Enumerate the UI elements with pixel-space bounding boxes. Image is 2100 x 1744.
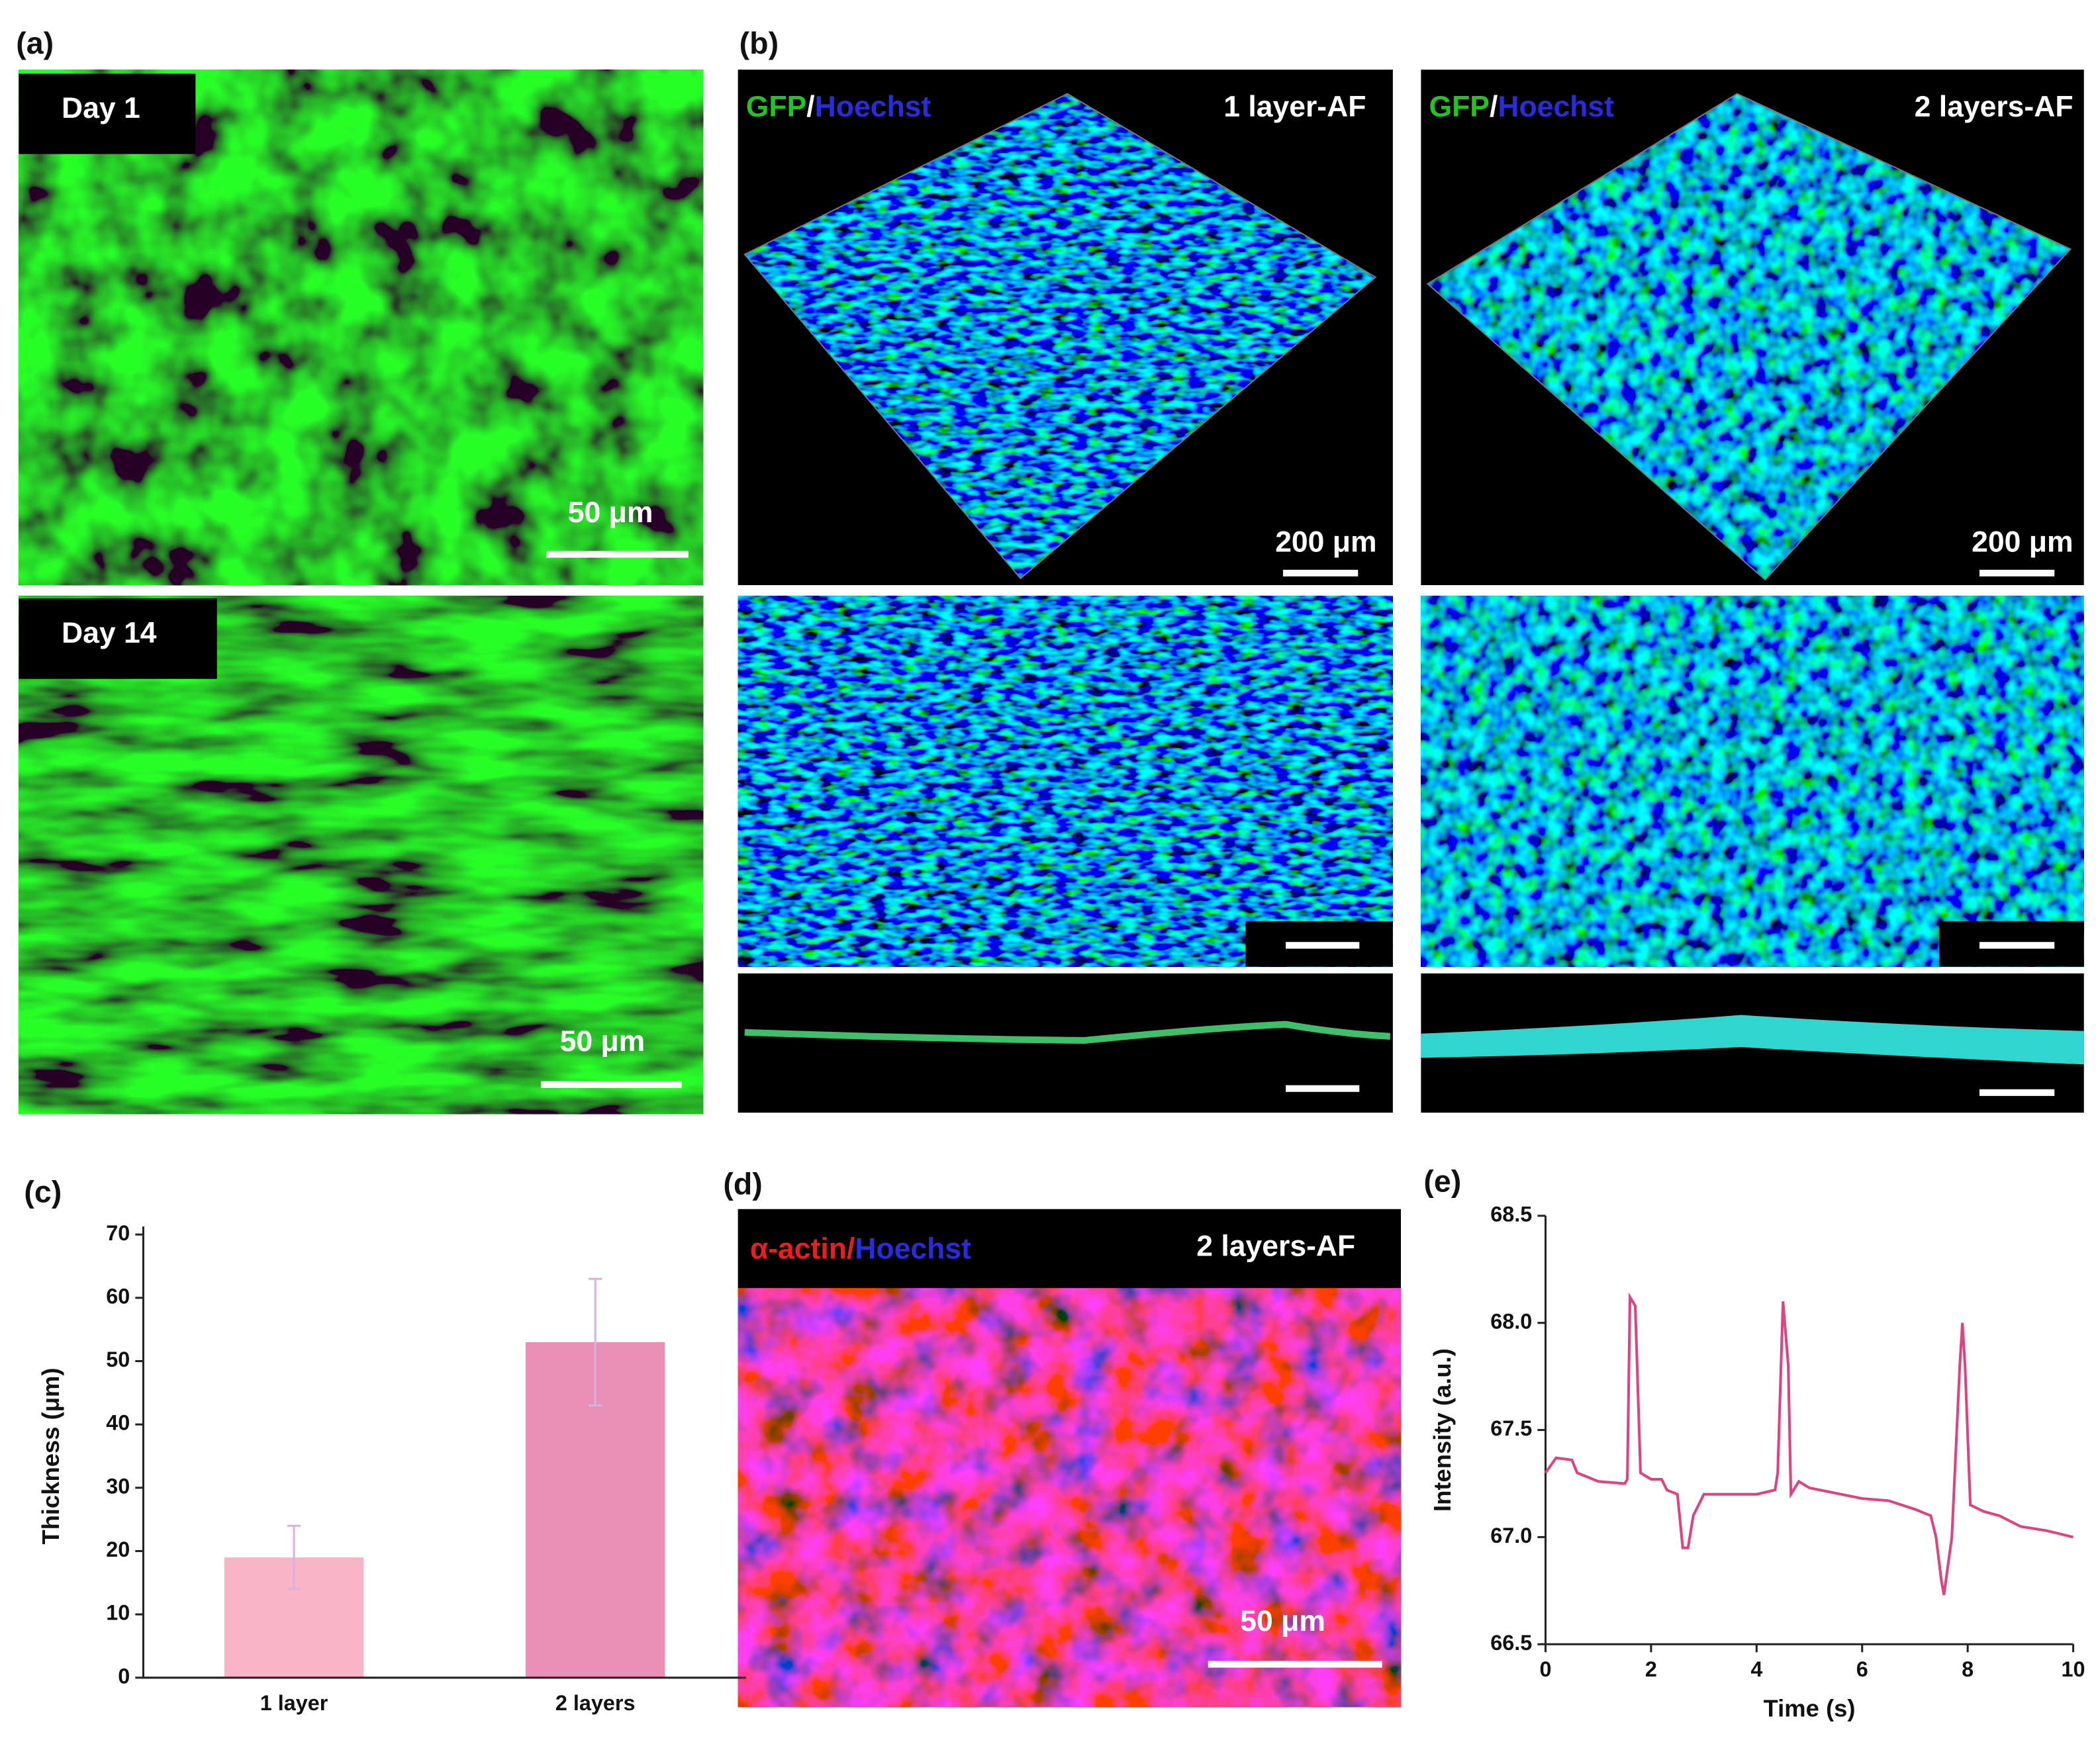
y-tick-label: 67.5 xyxy=(1490,1416,1532,1440)
y-tick-label: 20 xyxy=(106,1537,130,1561)
axis xyxy=(1544,1215,2074,1645)
stain-label: GFP/Hoechst xyxy=(1429,91,1614,123)
x-tick-label: 6 xyxy=(1856,1657,1868,1681)
micrograph xyxy=(19,69,704,586)
y-tick-label: 60 xyxy=(106,1284,130,1308)
y-axis-title: Thickness (μm) xyxy=(37,1367,64,1544)
y-tick-label: 67.0 xyxy=(1490,1524,1532,1547)
x-tick-label: 0 xyxy=(1539,1657,1551,1681)
stain-label: α-actin/Hoechst xyxy=(750,1233,971,1265)
y-tick-label: 30 xyxy=(106,1474,130,1498)
panel-label: (c) xyxy=(24,1175,62,1209)
image-label: 2 layers-AF xyxy=(1196,1230,1355,1263)
line xyxy=(1544,1292,2074,1596)
layer-profile xyxy=(1421,1015,2084,1065)
y-tick-label: 40 xyxy=(106,1411,130,1435)
panel-label: (a) xyxy=(16,26,54,60)
micrograph xyxy=(738,1288,1402,1708)
y-tick-label: 66.5 xyxy=(1490,1631,1532,1655)
image-label: 2 layers-AF xyxy=(1915,91,2074,123)
panel-label: (e) xyxy=(1423,1164,1461,1198)
panel-label: (d) xyxy=(723,1167,762,1201)
error-bar xyxy=(589,1277,602,1407)
image-label: Day 1 xyxy=(62,92,140,124)
y-tick-label: 68.0 xyxy=(1490,1309,1532,1333)
charts: 1 layer 2 layers010203040506070Thickness … xyxy=(37,1202,2085,1721)
scale-label: 50 μm xyxy=(1240,1605,1325,1637)
y-tick-label: 0 xyxy=(118,1664,130,1688)
micrograph xyxy=(738,596,1393,967)
error-bar xyxy=(287,1524,301,1590)
micrograph xyxy=(19,596,704,1115)
x-tick-label: 4 xyxy=(1750,1657,1762,1681)
render-box xyxy=(1426,93,2072,581)
label-box xyxy=(19,73,196,154)
y-tick-label: 68.5 xyxy=(1490,1202,1532,1226)
panel-label: (b) xyxy=(740,26,779,60)
scale-label: 50 μm xyxy=(568,496,653,529)
label-box xyxy=(738,1209,1402,1289)
y-tick-label: 50 xyxy=(106,1348,130,1371)
x-tick-label: 2 layers xyxy=(555,1691,636,1715)
scale-label: 50 μm xyxy=(560,1025,645,1058)
image-label: Day 14 xyxy=(62,617,157,649)
x-tick-label: 8 xyxy=(1962,1657,1974,1681)
image-label: 1 layer-AF xyxy=(1223,91,1366,123)
x-tick-label: 10 xyxy=(2062,1657,2085,1681)
render-box xyxy=(743,93,1377,580)
layer-profile xyxy=(744,1021,1391,1044)
x-tick-label: 1 layer xyxy=(260,1691,328,1715)
y-tick-label: 10 xyxy=(106,1601,130,1625)
x-axis-title: Time (s) xyxy=(1764,1694,1856,1721)
label-box xyxy=(19,598,217,679)
y-tick-label: 70 xyxy=(106,1221,130,1245)
scale-label: 200 μm xyxy=(1275,526,1376,559)
stain-label: GFP/Hoechst xyxy=(746,91,931,123)
x-tick-label: 2 xyxy=(1645,1657,1657,1681)
micrograph xyxy=(1421,596,2084,967)
scale-label: 200 μm xyxy=(1972,526,2073,559)
y-axis-title: Intensity (a.u.) xyxy=(1429,1348,1456,1512)
